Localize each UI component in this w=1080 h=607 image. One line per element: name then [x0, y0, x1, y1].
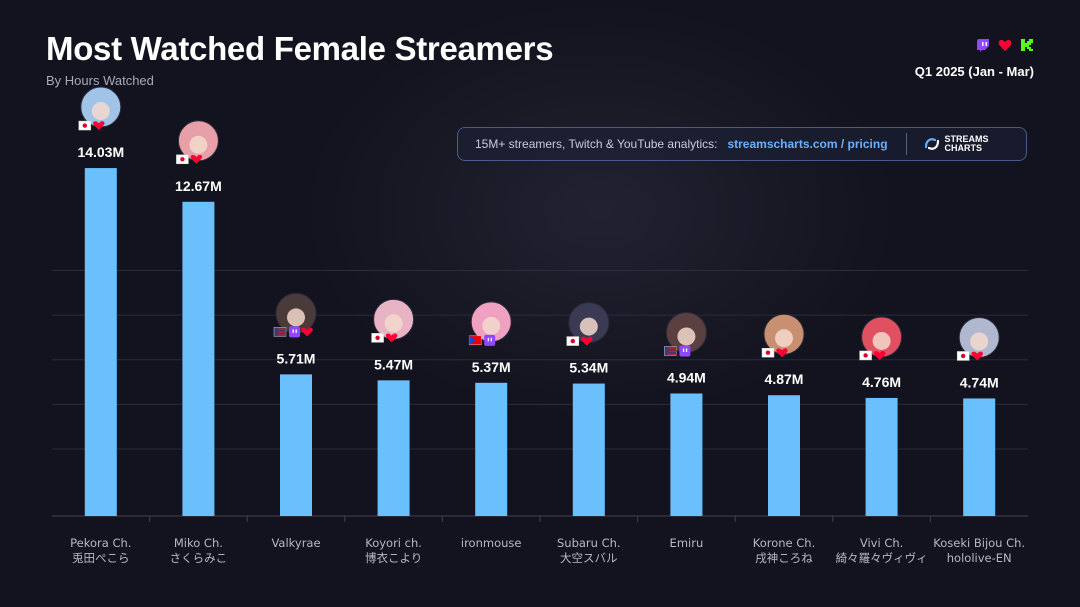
youtube-heart-icon	[301, 327, 313, 337]
promo-text: 15M+ streamers, Twitch & YouTube analyti…	[475, 137, 718, 151]
avatar-face	[384, 314, 403, 333]
category-label: Vivi Ch.	[860, 536, 903, 550]
value-label: 12.67M	[175, 178, 222, 194]
bar	[670, 393, 703, 516]
flag-stripe	[668, 347, 677, 349]
twitch-icon	[289, 326, 300, 338]
bar	[572, 383, 605, 516]
twitch-icon-eye	[682, 348, 685, 352]
category-label: Koseki Bijou Ch.	[933, 536, 1025, 550]
avatar-face	[287, 308, 305, 327]
logo-line1: STREAMS	[944, 134, 989, 144]
category-label: Korone Ch.	[753, 536, 816, 550]
flag-dot	[82, 123, 88, 128]
value-label: 4.94M	[667, 369, 706, 385]
youtube-heart-icon	[873, 351, 886, 360]
twitch-icon	[484, 334, 496, 346]
category-label: 博衣こより	[365, 551, 422, 565]
flag-dot	[375, 335, 380, 341]
flag-stripe	[278, 331, 286, 333]
promo-divider	[905, 133, 907, 155]
value-label: 5.47M	[374, 356, 413, 372]
bar	[84, 168, 117, 516]
category-label: 大空スバル	[560, 551, 618, 565]
youtube-heart-icon	[998, 39, 1012, 51]
flag-stripe	[668, 350, 677, 352]
flag-dot	[961, 353, 966, 359]
twitch-icon-eye	[295, 329, 297, 333]
category-label: Miko Ch.	[174, 536, 223, 550]
avatar-face	[775, 329, 793, 348]
value-label: 14.03M	[77, 144, 124, 160]
promo-banner[interactable]: 15M+ streamers, Twitch & YouTube analyti…	[457, 127, 1027, 161]
kick-icon	[1021, 39, 1033, 51]
value-label: 5.71M	[277, 350, 316, 366]
flag-dot	[765, 350, 771, 355]
streams-charts-logo-icon	[924, 138, 939, 150]
flag-stripe	[668, 353, 677, 355]
twitch-icon-eye	[292, 329, 294, 333]
avatar-face	[677, 327, 696, 346]
value-label: 5.34M	[569, 360, 608, 376]
period-label: Q1 2025 (Jan - Mar)	[914, 64, 1034, 79]
twitch-icon-eye	[685, 348, 688, 352]
flag-dot	[180, 157, 185, 162]
flag-stripe	[278, 334, 286, 336]
avatar-face	[872, 331, 891, 350]
category-label: Valkyrae	[271, 536, 320, 550]
flag-dot	[570, 338, 575, 344]
value-label: 5.37M	[472, 359, 511, 375]
streams-charts-logo: STREAMS CHARTS	[923, 135, 989, 153]
category-label: ironmouse	[461, 536, 522, 550]
youtube-heart-icon	[581, 336, 593, 346]
category-label: 兎田ぺこら	[72, 551, 130, 565]
twitch-icon-eye	[490, 337, 492, 342]
value-label: 4.87M	[765, 371, 804, 387]
avatar-face	[579, 317, 598, 336]
platform-icons	[976, 38, 1034, 52]
bar	[963, 398, 996, 516]
avatar-face	[970, 332, 989, 351]
category-label: Koyori ch.	[365, 536, 422, 550]
logo-line2: CHARTS	[944, 143, 983, 153]
bar	[475, 382, 508, 516]
bar	[377, 380, 410, 516]
category-label: Emiru	[670, 536, 704, 550]
avatar-face	[189, 135, 208, 154]
chart-title: Most Watched Female Streamers	[46, 30, 554, 67]
twitch-icon	[977, 39, 989, 52]
category-label: hololive-EN	[947, 551, 1012, 565]
avatar-face	[482, 316, 501, 335]
avatar-face	[91, 102, 110, 121]
value-label: 4.76M	[862, 374, 901, 390]
value-label: 4.74M	[960, 374, 999, 390]
bar	[865, 397, 898, 516]
promo-link[interactable]: streamscharts.com / pricing	[727, 137, 888, 151]
twitch-icon	[679, 345, 691, 357]
category-label: さくらみこ	[170, 551, 228, 565]
youtube-heart-icon	[385, 333, 398, 343]
category-label: 戌神ころね	[755, 551, 813, 565]
youtube-heart-icon	[93, 121, 105, 131]
category-label: Pekora Ch.	[70, 536, 131, 550]
flag-dot	[863, 353, 868, 358]
category-label: Subaru Ch.	[557, 536, 621, 550]
flag-triangle	[469, 335, 476, 345]
bar	[768, 395, 800, 516]
bar	[280, 374, 312, 516]
youtube-heart-icon	[971, 351, 983, 361]
flag-stripe	[278, 328, 286, 330]
category-label: 綺々羅々ヴィヴィ	[836, 551, 928, 565]
twitch-icon-eye	[487, 337, 489, 342]
chart-subtitle: By Hours Watched	[46, 73, 154, 88]
youtube-heart-icon	[776, 348, 788, 358]
bar	[182, 201, 215, 516]
youtube-heart-icon	[190, 154, 203, 164]
